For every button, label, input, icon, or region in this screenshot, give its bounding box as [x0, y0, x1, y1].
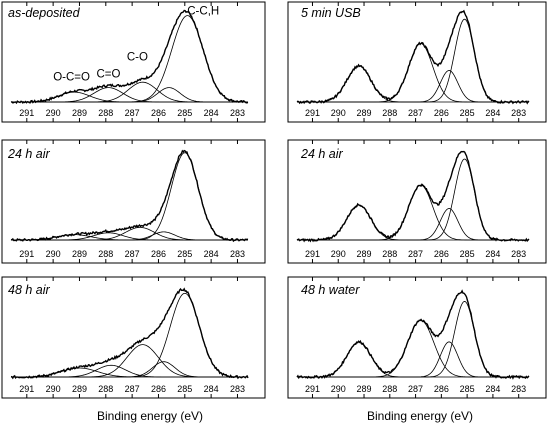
x-tick-label: 285 [177, 108, 192, 118]
x-tick-label: 289 [357, 384, 372, 394]
x-tick-label: 290 [331, 108, 346, 118]
x-tick-label: 286 [434, 108, 449, 118]
component-fit-3 [297, 70, 529, 103]
spectrum-line [296, 289, 530, 380]
panel-4: 291 290 289 288 287 286 285 284 283 5 min USB [287, 1, 547, 123]
x-tick-label: 284 [485, 249, 500, 259]
panel-frame [287, 139, 547, 264]
panel-3: 291 290 289 288 287 286 285 284 283 48 h air [1, 276, 266, 399]
x-tick-label: 288 [382, 384, 397, 394]
panel-label: 48 h air [8, 283, 51, 297]
panel-frame [1, 1, 266, 123]
x-tick-label: 286 [151, 384, 166, 394]
x-tick-label: 289 [72, 384, 87, 394]
spectrum-line [10, 149, 249, 243]
x-tick-label: 284 [204, 108, 219, 118]
x-axis-title-right: Binding energy (eV) [367, 409, 473, 423]
x-tick-label: 290 [331, 384, 346, 394]
x-tick-label: 289 [72, 108, 87, 118]
component-fit-1 [297, 204, 529, 241]
component-fit-4 [297, 301, 529, 378]
component-fit-4 [297, 18, 529, 103]
component-fit-3 [297, 341, 529, 378]
x-tick-label: 290 [46, 249, 61, 259]
component-fit-1 [297, 341, 529, 378]
x-tick-label: 287 [125, 249, 140, 259]
x-tick-label: 283 [230, 384, 245, 394]
x-tick-label: 288 [98, 249, 113, 259]
x-tick-label: 287 [125, 108, 140, 118]
x-tick-label: 290 [46, 384, 61, 394]
x-tick-label: 287 [408, 384, 423, 394]
x-tick-label: 285 [177, 249, 192, 259]
peak-label: O-C=O [53, 71, 90, 83]
peak-label: C-C,H [187, 6, 219, 18]
x-tick-label: 286 [434, 384, 449, 394]
x-tick-label: 283 [230, 108, 245, 118]
x-tick-label: 291 [19, 384, 34, 394]
x-tick-label: 285 [177, 384, 192, 394]
x-tick-label: 291 [305, 249, 320, 259]
x-tick-label: 289 [72, 249, 87, 259]
component-fit-2 [297, 184, 529, 241]
panel-label: 48 h water [301, 283, 360, 297]
x-tick-label: 291 [305, 108, 320, 118]
x-tick-label: 283 [230, 249, 245, 259]
x-tick-label: 288 [98, 108, 113, 118]
x-tick-label: 287 [408, 249, 423, 259]
x-axis-title-left: Binding energy (eV) [97, 409, 203, 423]
component-fit-1 [297, 65, 529, 103]
x-tick-label: 291 [19, 108, 34, 118]
x-tick-label: 291 [19, 249, 34, 259]
panel-frame [287, 1, 547, 123]
spectrum-line [296, 9, 530, 105]
panel-label: 24 h air [300, 147, 344, 161]
x-tick-label: 288 [382, 108, 397, 118]
x-tick-label: 286 [151, 108, 166, 118]
x-tick-label: 290 [46, 108, 61, 118]
x-tick-label: 291 [305, 384, 320, 394]
peak-label: C-O [127, 52, 148, 64]
x-tick-label: 285 [460, 249, 475, 259]
panel-5: 291 290 289 288 287 286 285 284 283 24 h air [287, 139, 547, 264]
x-tick-label: 286 [151, 249, 166, 259]
x-tick-label: 288 [382, 249, 397, 259]
component-fit-4 [297, 158, 529, 241]
x-tick-label: 287 [125, 384, 140, 394]
x-tick-label: 284 [204, 249, 219, 259]
x-tick-label: 284 [485, 108, 500, 118]
panel-2: 291 290 289 288 287 286 285 284 283 24 h air [1, 139, 266, 264]
x-tick-label: 288 [98, 384, 113, 394]
x-tick-label: 283 [511, 384, 526, 394]
x-tick-label: 285 [460, 108, 475, 118]
x-tick-label: 289 [357, 108, 372, 118]
panel-frame [1, 139, 266, 264]
x-tick-label: 283 [511, 108, 526, 118]
x-tick-label: 290 [331, 249, 346, 259]
x-tick-label: 284 [485, 384, 500, 394]
spectrum-line [10, 287, 249, 380]
component-fit-3 [297, 208, 529, 241]
spectrum-line [10, 9, 249, 105]
panel-frame [287, 276, 547, 399]
panels-group: 291 290 289 288 287 286 285 284 283 as-deposited O… [1, 1, 547, 399]
component-fit-2 [297, 43, 529, 103]
x-tick-label: 284 [204, 384, 219, 394]
peak-label: C=O [96, 69, 120, 81]
x-tick-label: 285 [460, 384, 475, 394]
spectrum-line [296, 150, 530, 243]
panel-6: 291 290 289 288 287 286 285 284 283 48 h water [287, 276, 547, 399]
panel-label: as-deposited [8, 6, 81, 20]
panel-label: 24 h air [7, 147, 51, 161]
panel-frame [1, 276, 266, 399]
x-tick-label: 289 [357, 249, 372, 259]
panel-label: 5 min USB [301, 6, 361, 20]
x-tick-label: 283 [511, 249, 526, 259]
x-tick-label: 287 [408, 108, 423, 118]
x-tick-label: 286 [434, 249, 449, 259]
panel-1: 291 290 289 288 287 286 285 284 283 as-deposited O… [1, 1, 266, 123]
